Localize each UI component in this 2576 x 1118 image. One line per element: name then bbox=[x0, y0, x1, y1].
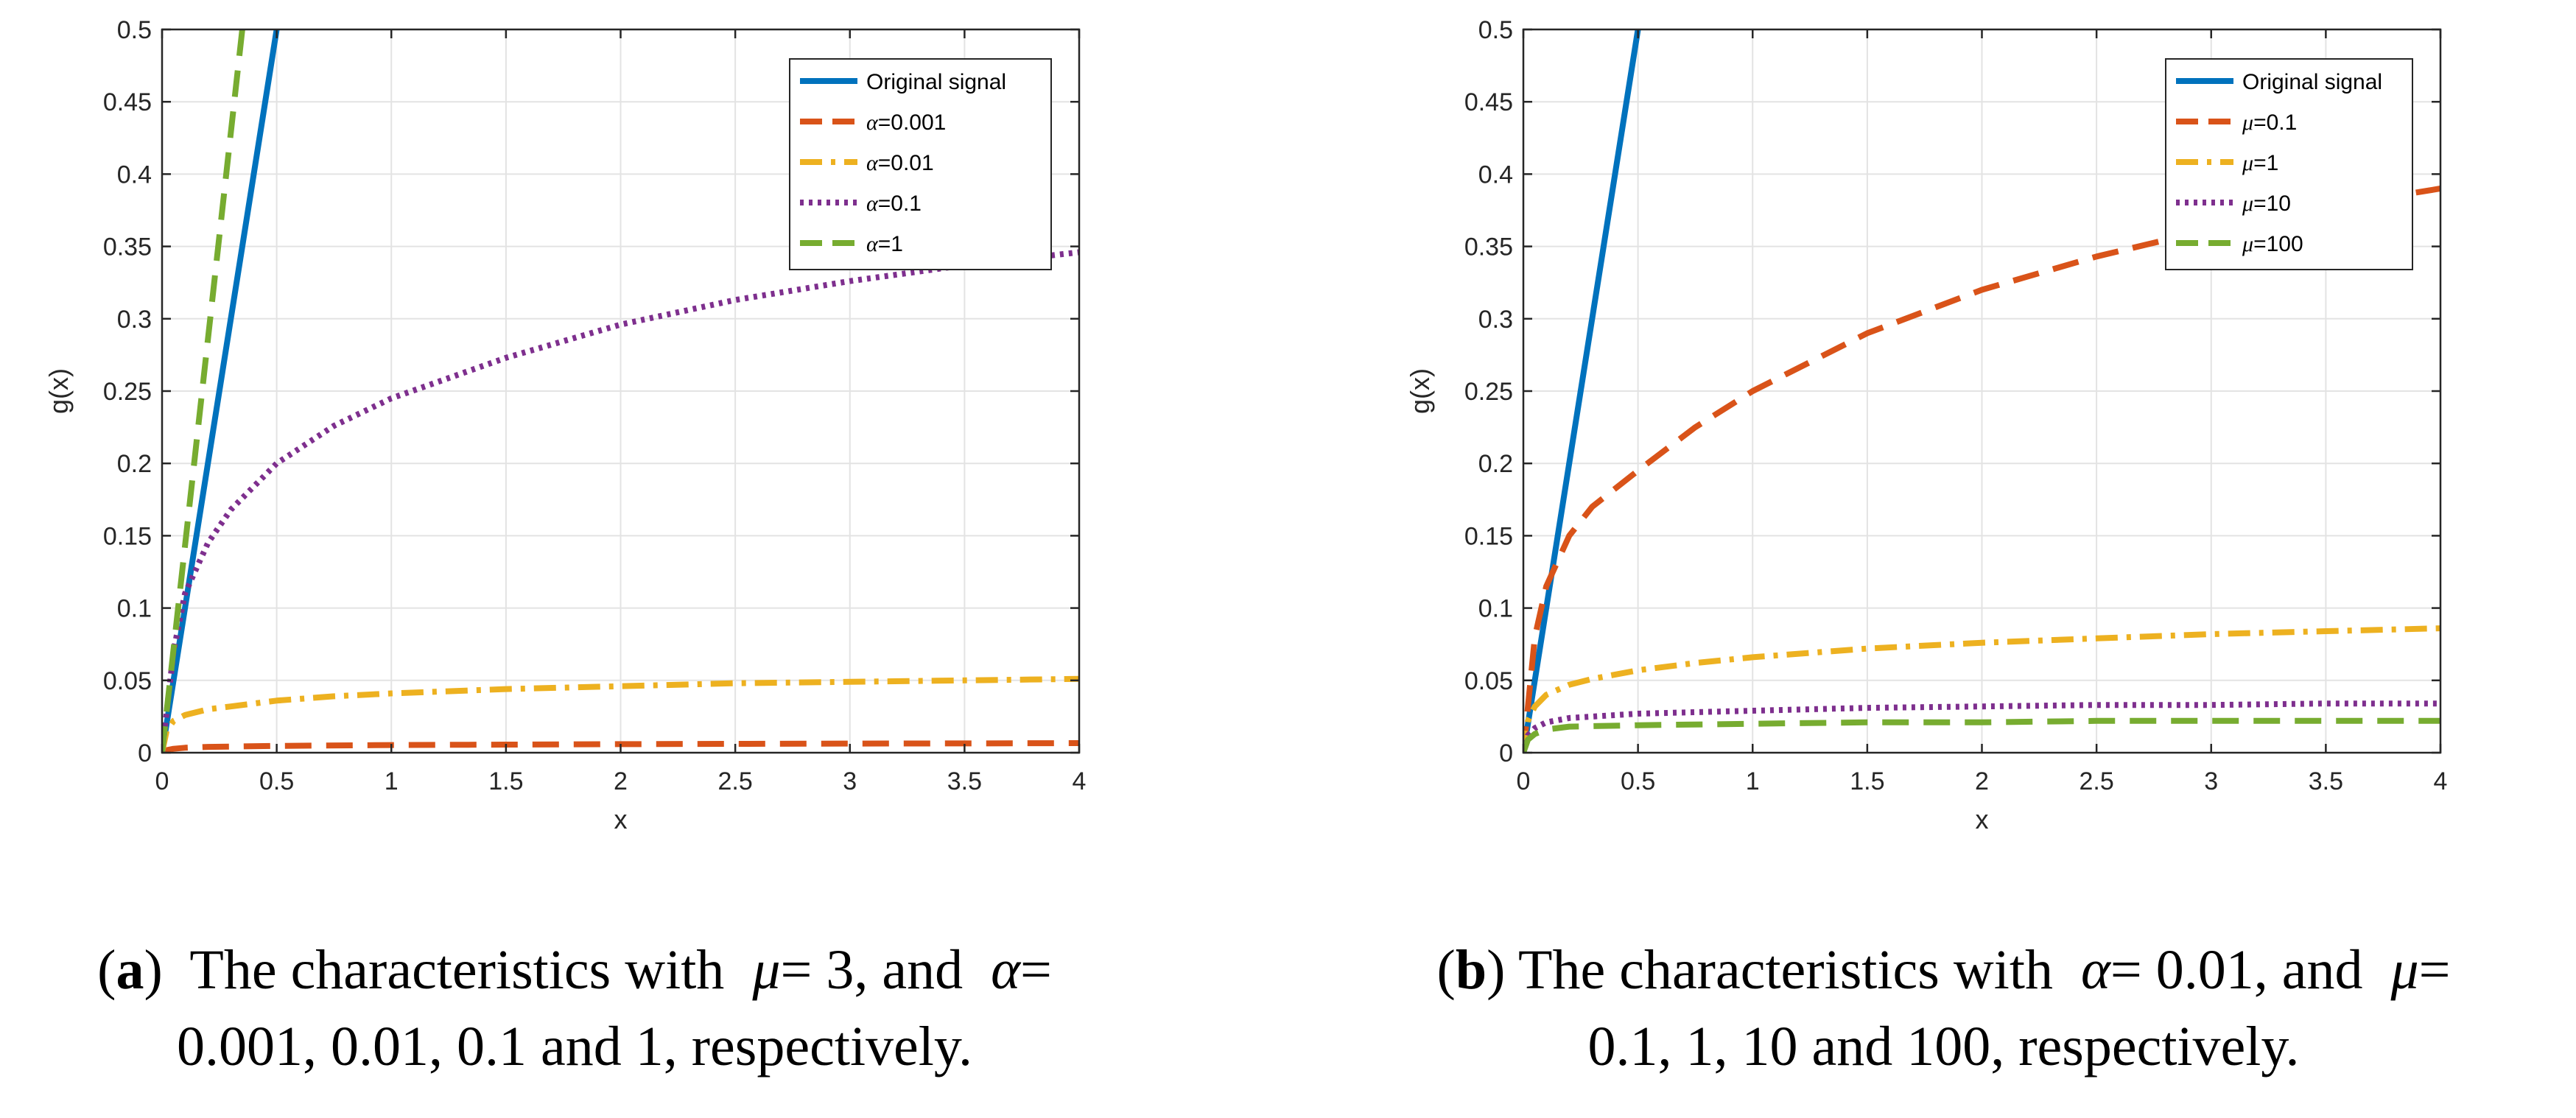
y-tick-label-a-0: 0 bbox=[138, 739, 152, 767]
series-line-a-2 bbox=[162, 675, 1079, 753]
x-tick-label-b-7: 3.5 bbox=[2309, 767, 2343, 795]
legend-text-a-4: =1 bbox=[878, 232, 903, 256]
y-axis-label-a: g(x) bbox=[43, 368, 74, 414]
series-line-a-3 bbox=[162, 249, 1079, 753]
legend-label-b-3: μ=10 bbox=[2242, 191, 2291, 216]
caption-a-line1: (a) The characteristics with μ= 3, and α… bbox=[97, 939, 1052, 1001]
legend-text-a-1: =0.001 bbox=[878, 110, 947, 135]
x-tick-label-b-3: 1.5 bbox=[1850, 767, 1884, 795]
x-tick-label-a-3: 1.5 bbox=[488, 767, 523, 795]
x-tick-label-a-4: 2 bbox=[614, 767, 628, 795]
legend-symbol-b-2: μ bbox=[2242, 151, 2253, 175]
y-tick-label-b-3: 0.15 bbox=[1464, 522, 1513, 550]
x-tick-label-b-1: 0.5 bbox=[1621, 767, 1655, 795]
y-tick-label-b-2: 0.1 bbox=[1478, 595, 1513, 623]
y-axis-label-b: g(x) bbox=[1405, 368, 1435, 414]
x-tick-label-a-2: 1 bbox=[385, 767, 399, 795]
legend-text-a-2: =0.01 bbox=[878, 151, 934, 175]
x-tick-label-a-5: 2.5 bbox=[717, 767, 752, 795]
y-tick-label-a-7: 0.35 bbox=[103, 233, 152, 261]
series-line-b-4 bbox=[1523, 717, 2440, 753]
y-tick-label-b-4: 0.2 bbox=[1478, 450, 1513, 478]
y-tick-label-a-1: 0.05 bbox=[103, 667, 152, 695]
caption-b-mu: μ bbox=[2390, 939, 2419, 1001]
legend-text-a-0: Original signal bbox=[866, 70, 1006, 94]
chart-panel-a: 0 0.5 1 1.5 2 2.5 3 3.5 4 0 0.05 0.1 0.15 0.2 0.25 0.3 0… bbox=[43, 16, 1086, 834]
legend-symbol-b-1: μ bbox=[2242, 110, 2253, 135]
x-axis-label-b: x bbox=[1976, 804, 1989, 834]
legend-symbol-a-2: α bbox=[866, 151, 879, 175]
x-tick-label-b-8: 4 bbox=[2434, 767, 2448, 795]
legend-symbol-b-4: μ bbox=[2242, 232, 2253, 256]
y-tick-label-a-6: 0.3 bbox=[117, 306, 152, 334]
caption-a-mu: μ bbox=[752, 939, 781, 1001]
caption-b-tag: (b) bbox=[1436, 939, 1506, 1001]
legend-label-a-4: α=1 bbox=[866, 232, 903, 256]
legend-text-b-3: =10 bbox=[2253, 191, 2291, 216]
legend-text-b-4: =100 bbox=[2253, 232, 2303, 256]
legend-symbol-a-1: α bbox=[866, 110, 879, 135]
legend-label-a-1: α=0.001 bbox=[866, 110, 946, 135]
y-tick-label-a-4: 0.2 bbox=[117, 450, 152, 478]
x-tick-label-a-8: 4 bbox=[1073, 767, 1087, 795]
caption-a: (a) The characteristics with μ= 3, and α… bbox=[0, 932, 1149, 1085]
chart-panel-b: 0 0.5 1 1.5 2 2.5 3 3.5 4 0 0.05 0.1 0.15 0.2 0.25 0.3 0… bbox=[1405, 16, 2447, 834]
y-tick-label-b-6: 0.3 bbox=[1478, 306, 1513, 334]
caption-a-line2: 0.001, 0.01, 0.1 and 1, respectively. bbox=[177, 1016, 972, 1077]
x-tick-label-b-5: 2.5 bbox=[2079, 767, 2113, 795]
legend-symbol-a-4: α bbox=[866, 232, 879, 256]
legend-text-a-3: =0.1 bbox=[878, 191, 922, 216]
y-tick-label-a-9: 0.45 bbox=[103, 88, 152, 116]
y-tick-label-b-0: 0 bbox=[1499, 739, 1513, 767]
series-line-b-2 bbox=[1523, 625, 2440, 753]
x-tick-label-b-0: 0 bbox=[1517, 767, 1531, 795]
y-tick-label-a-10: 0.5 bbox=[117, 16, 152, 44]
y-tick-label-b-1: 0.05 bbox=[1464, 667, 1513, 695]
y-tick-label-a-5: 0.25 bbox=[103, 378, 152, 406]
legend-text-b-2: =1 bbox=[2253, 151, 2278, 175]
legend-label-a-0: Original signal bbox=[866, 70, 1006, 94]
legend-label-a-3: α=0.1 bbox=[866, 191, 922, 216]
chart-canvas: 0 0.5 1 1.5 2 2.5 3 3.5 4 0 0.05 0.1 0.15 0.2 0.25 0.3 0… bbox=[43, 16, 2447, 834]
legend-box-b bbox=[2165, 58, 2413, 270]
x-tick-label-a-7: 3.5 bbox=[947, 767, 982, 795]
y-tick-label-a-8: 0.4 bbox=[117, 161, 152, 189]
y-tick-label-a-3: 0.15 bbox=[103, 522, 152, 550]
legend-label-b-4: μ=100 bbox=[2242, 232, 2303, 256]
legend-label-b-1: μ=0.1 bbox=[2242, 110, 2297, 135]
caption-a-alpha: α bbox=[991, 939, 1020, 1001]
legend-text-b-1: =0.1 bbox=[2253, 110, 2297, 135]
y-tick-label-b-5: 0.25 bbox=[1464, 378, 1513, 406]
caption-b-line1: (b) The characteristics with α= 0.01, an… bbox=[1436, 939, 2451, 1001]
y-tick-label-b-9: 0.45 bbox=[1464, 88, 1513, 116]
y-tick-label-b-8: 0.4 bbox=[1478, 161, 1513, 189]
x-tick-label-a-0: 0 bbox=[155, 767, 169, 795]
series-line-b-3 bbox=[1523, 700, 2440, 753]
x-tick-label-a-6: 3 bbox=[843, 767, 857, 795]
y-tick-label-b-10: 0.5 bbox=[1478, 16, 1513, 44]
caption-a-tag: (a) bbox=[97, 939, 163, 1001]
x-tick-label-a-1: 0.5 bbox=[259, 767, 294, 795]
x-tick-label-b-6: 3 bbox=[2204, 767, 2218, 795]
caption-b: (b) The characteristics with α= 0.01, an… bbox=[1311, 932, 2576, 1085]
caption-b-alpha: α bbox=[2080, 939, 2110, 1001]
legend-label-a-2: α=0.01 bbox=[866, 151, 934, 175]
y-tick-label-b-7: 0.35 bbox=[1464, 233, 1513, 261]
x-axis-label-a: x bbox=[614, 804, 628, 834]
legend-label-b-2: μ=1 bbox=[2242, 151, 2278, 175]
series-line-b-0 bbox=[1523, 29, 1641, 753]
legend-symbol-a-3: α bbox=[866, 191, 879, 216]
legend-symbol-b-3: μ bbox=[2242, 191, 2253, 216]
legend-text-b-0: Original signal bbox=[2242, 70, 2382, 94]
x-tick-label-b-2: 1 bbox=[1746, 767, 1760, 795]
y-tick-label-a-2: 0.1 bbox=[117, 595, 152, 623]
caption-b-line2: 0.1, 1, 10 and 100, respectively. bbox=[1587, 1016, 2300, 1077]
x-tick-label-b-4: 2 bbox=[1975, 767, 1989, 795]
series-line-a-0 bbox=[162, 29, 280, 753]
legend-label-b-0: Original signal bbox=[2242, 70, 2382, 94]
